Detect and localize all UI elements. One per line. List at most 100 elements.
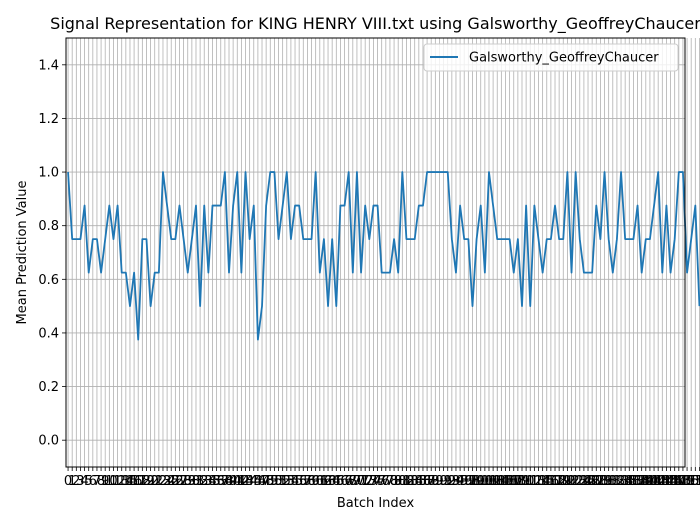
x-tick-label: 129	[588, 474, 613, 489]
x-tick-label: 44	[241, 474, 258, 489]
x-tick-label: 139	[629, 474, 654, 489]
y-tick-label: 1.2	[38, 112, 59, 127]
x-tick-label: 83	[402, 474, 419, 489]
x-tick-label: 136	[617, 474, 642, 489]
x-tick-label: 153	[687, 474, 700, 489]
x-tick-label: 30	[184, 474, 201, 489]
x-tick-label: 127	[580, 474, 605, 489]
x-tick-label: 115	[530, 474, 555, 489]
x-tick-label: 94	[448, 474, 465, 489]
x-tick-label: 0	[64, 474, 72, 489]
x-tick-label: 62	[316, 474, 333, 489]
y-tick-label: 0.8	[38, 219, 59, 234]
x-tick-label: 88	[423, 474, 440, 489]
x-tick-label: 124	[567, 474, 592, 489]
x-tick-label: 89	[427, 474, 444, 489]
x-tick-label: 35	[204, 474, 221, 489]
x-tick-label: 108	[501, 474, 526, 489]
legend-label: Galsworthy_GeoffreyChaucer	[469, 51, 659, 66]
x-tick-label: 98	[464, 474, 481, 489]
x-tick-label: 28	[175, 474, 192, 489]
x-tick-label: 66	[332, 474, 349, 489]
y-tick-label: 1.4	[38, 58, 59, 73]
x-tick-label: 48	[258, 474, 275, 489]
x-tick-label: 84	[406, 474, 423, 489]
x-tick-label: 58	[299, 474, 316, 489]
x-tick-label: 36	[208, 474, 225, 489]
x-tick-label: 137	[621, 474, 646, 489]
x-tick-label: 3	[76, 474, 84, 489]
x-tick-label: 82	[398, 474, 415, 489]
x-tick-label: 10	[101, 474, 118, 489]
x-tick-label: 27	[171, 474, 188, 489]
x-tick-label: 135	[613, 474, 638, 489]
x-tick-label: 142	[642, 474, 667, 489]
x-tick-label: 49	[262, 474, 279, 489]
x-tick-label: 118	[543, 474, 568, 489]
x-tick-label: 86	[415, 474, 432, 489]
x-tick-label: 12	[109, 474, 126, 489]
x-tick-label: 1	[68, 474, 76, 489]
plot-lines	[67, 171, 700, 341]
x-tick-label: 56	[291, 474, 308, 489]
x-tick-label: 148	[666, 474, 691, 489]
x-tick-label: 43	[237, 474, 254, 489]
x-tick-label: 64	[324, 474, 341, 489]
x-tick-label: 71	[353, 474, 370, 489]
x-tick-label: 113	[522, 474, 547, 489]
legend: Galsworthy_GeoffreyChaucer	[423, 43, 679, 72]
x-tick-label: 121	[555, 474, 580, 489]
x-tick-label: 21	[146, 474, 163, 489]
x-tick-label: 99	[468, 474, 485, 489]
x-tick-label: 149	[671, 474, 696, 489]
x-tick-label: 8	[97, 474, 105, 489]
y-axis-title: Mean Prediction Value	[15, 181, 30, 325]
x-axis-title: Batch Index	[337, 496, 415, 511]
x-tick-label: 120	[551, 474, 576, 489]
x-tick-label: 117	[538, 474, 563, 489]
y-tick-label: 0.0	[38, 434, 59, 449]
x-tick-label: 138	[625, 474, 650, 489]
x-tick-label: 5	[85, 474, 93, 489]
x-tick-label: 51	[270, 474, 287, 489]
x-tick-label: 2	[72, 474, 80, 489]
x-tick-label: 23	[155, 474, 172, 489]
plot-frame	[65, 37, 686, 468]
x-tick-label: 85	[411, 474, 428, 489]
x-tick-label: 4	[80, 474, 88, 489]
x-tick-label: 70	[349, 474, 366, 489]
x-tick-label: 151	[679, 474, 700, 489]
x-tick-label: 63	[320, 474, 337, 489]
x-tick-label: 100	[468, 474, 493, 489]
x-tick-label: 76	[373, 474, 390, 489]
x-tick-label: 116	[534, 474, 559, 489]
x-tick-label: 111	[514, 474, 539, 489]
x-tick-label: 128	[584, 474, 609, 489]
x-tick-label: 103	[481, 474, 506, 489]
x-tick-label: 29	[179, 474, 196, 489]
x-tick-label: 105	[489, 474, 514, 489]
y-tick-label: 0.4	[38, 326, 59, 341]
x-tick-label: 109	[505, 474, 530, 489]
x-tick-label: 145	[654, 474, 679, 489]
x-tick-label: 65	[328, 474, 345, 489]
x-tick-label: 91	[435, 474, 452, 489]
x-tick-label: 119	[547, 474, 572, 489]
x-tick-label: 81	[394, 474, 411, 489]
x-tick-label: 45	[245, 474, 262, 489]
x-tick-label: 40	[225, 474, 242, 489]
x-tick-label: 79	[386, 474, 403, 489]
legend-box	[423, 43, 679, 72]
x-tick-label: 141	[638, 474, 663, 489]
x-tick-label: 112	[518, 474, 543, 489]
series-line	[67, 171, 700, 341]
x-tick-label: 41	[229, 474, 246, 489]
x-tick-label: 26	[167, 474, 184, 489]
x-tick-label: 32	[192, 474, 209, 489]
x-tick-label: 69	[345, 474, 362, 489]
x-tick-label: 22	[151, 474, 168, 489]
x-tick-label: 55	[287, 474, 304, 489]
x-tick-label: 146	[658, 474, 683, 489]
x-tick-label: 73	[361, 474, 378, 489]
x-tick-label: 74	[365, 474, 382, 489]
